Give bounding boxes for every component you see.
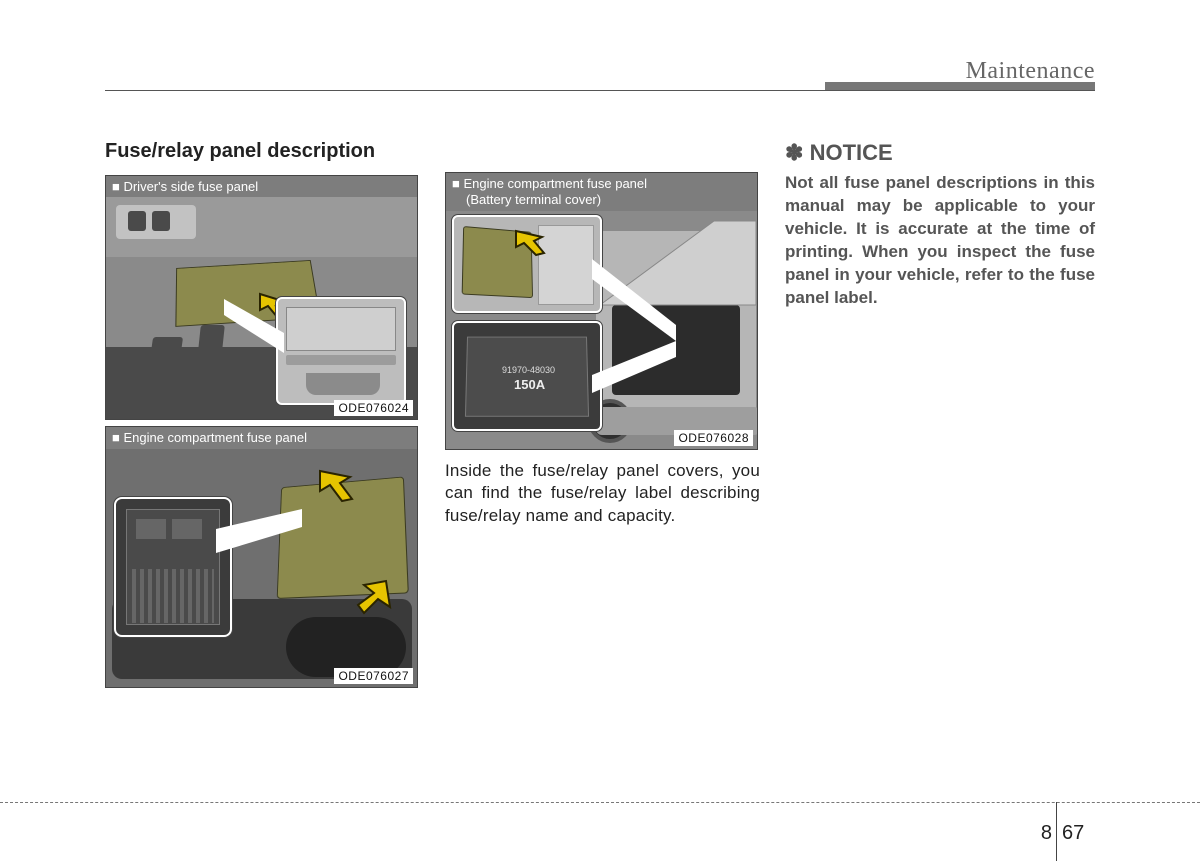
- callout-relay-diagram: [114, 497, 232, 637]
- asterisk-icon: ✽: [785, 140, 803, 165]
- figure-illustration: ODE076027: [106, 449, 417, 687]
- section-heading: Maintenance: [966, 58, 1095, 85]
- page-number: 67: [1062, 822, 1084, 845]
- notice-heading: ✽ NOTICE: [785, 140, 1095, 166]
- figure-caption: ■ Engine compartment fuse panel (Battery…: [446, 173, 757, 211]
- chapter-number: 8: [1041, 822, 1052, 845]
- figure-id: ODE076027: [334, 668, 413, 684]
- footer-divider: [1056, 802, 1057, 861]
- figure-id: ODE076024: [334, 400, 413, 416]
- column-1: Fuse/relay panel description ■ Driver's …: [105, 140, 420, 694]
- column-3: ✽ NOTICE Not all fuse panel descriptions…: [785, 140, 1095, 310]
- header-rule: [105, 90, 1095, 91]
- callout-fuse-label: [276, 297, 406, 405]
- header-accent-bar: [825, 82, 1095, 90]
- callout-main-fuse-box: 91970-48030 150A: [452, 321, 602, 431]
- page-title: Fuse/relay panel description: [105, 140, 420, 163]
- indicator-arrow-icon: [314, 469, 354, 503]
- figure-illustration: 91970-48030 150A ODE076028: [446, 211, 757, 449]
- column-2: ■ Engine compartment fuse panel (Battery…: [445, 140, 760, 528]
- figure-engine-compartment-fuse-panel: ■ Engine compartment fuse panel: [105, 426, 418, 687]
- figure-illustration: ODE076024: [106, 197, 417, 419]
- figure-battery-terminal-cover: ■ Engine compartment fuse panel (Battery…: [445, 172, 758, 450]
- indicator-arrow-icon: [512, 229, 546, 257]
- footer-rule: [0, 802, 1200, 803]
- body-text-col2: Inside the fuse/relay panel covers, you …: [445, 460, 760, 529]
- figure-drivers-side-fuse-panel: ■ Driver's side fuse panel: [105, 175, 418, 420]
- notice-body: Not all fuse panel descriptions in this …: [785, 172, 1095, 310]
- figure-caption: ■ Driver's side fuse panel: [106, 176, 417, 197]
- indicator-arrow-icon: [356, 579, 392, 615]
- figure-caption: ■ Engine compartment fuse panel: [106, 427, 417, 448]
- figure-id: ODE076028: [674, 430, 753, 446]
